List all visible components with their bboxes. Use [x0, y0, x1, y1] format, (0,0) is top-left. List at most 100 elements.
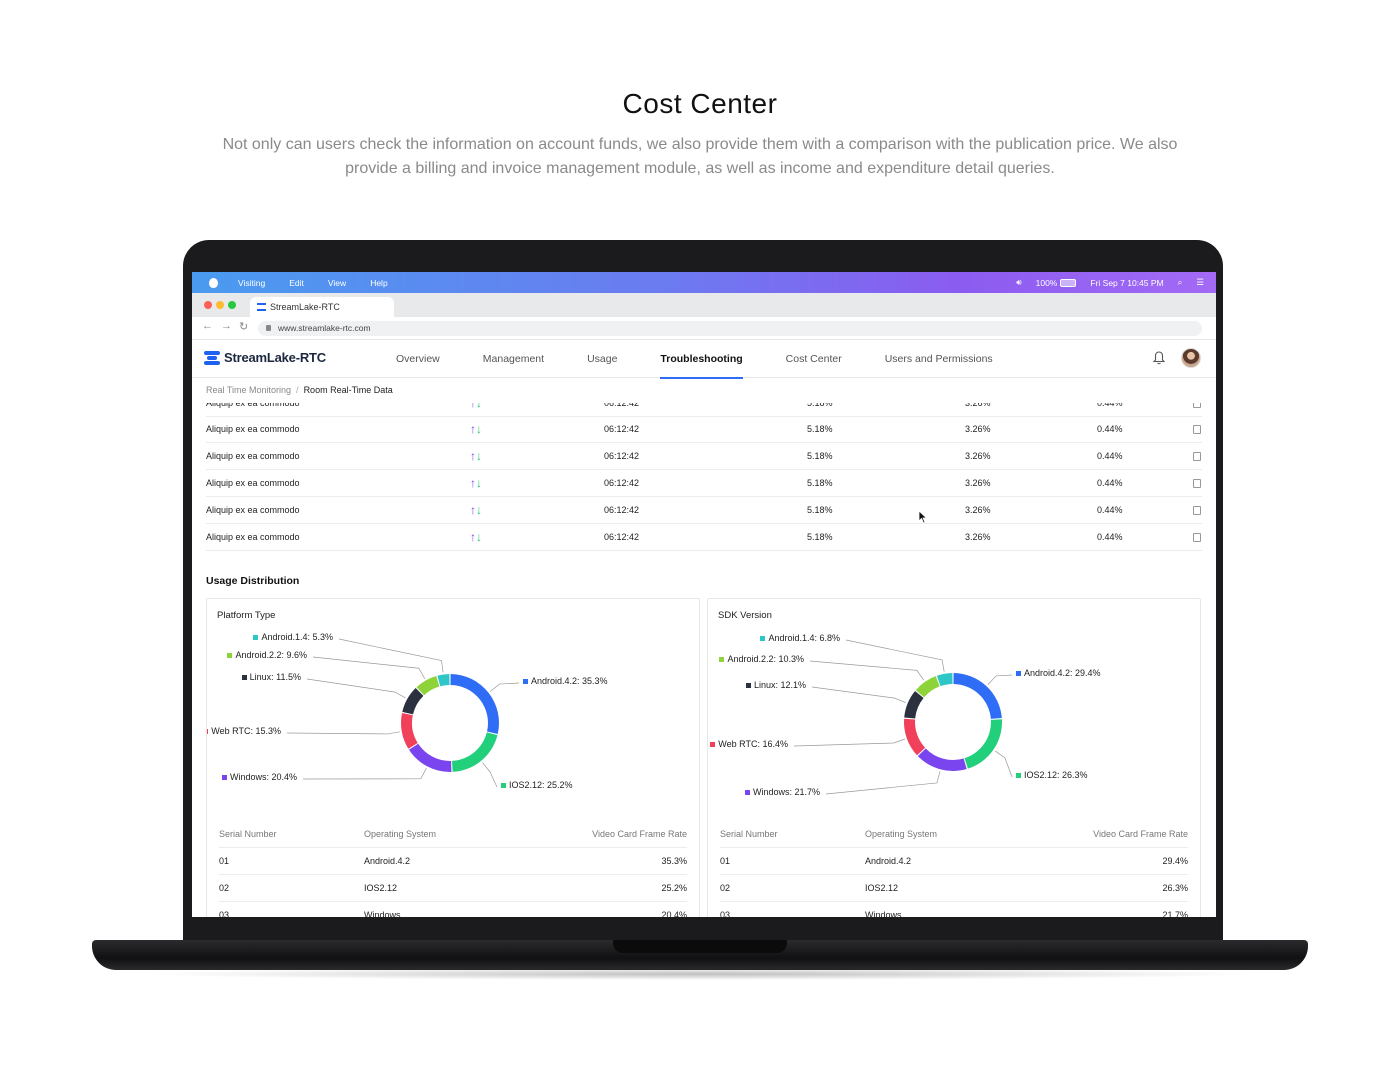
- leader-line: [306, 678, 406, 699]
- hero-description: Not only can users check the information…: [222, 136, 1178, 177]
- table-row[interactable]: 02 IOS2.12 25.2%: [219, 874, 687, 901]
- menu-view[interactable]: View: [327, 277, 347, 288]
- nav-overview[interactable]: Overview: [396, 353, 440, 365]
- pie-slice[interactable]: [917, 748, 967, 771]
- leader-line: [825, 771, 941, 795]
- nav-cost-center[interactable]: Cost Center: [785, 353, 842, 365]
- document-icon[interactable]: [1193, 403, 1201, 408]
- pie-slice[interactable]: [401, 713, 418, 749]
- table-row[interactable]: 03 Windows 20.4%: [219, 901, 687, 917]
- frame-rate: 35.3%: [661, 856, 687, 866]
- document-icon[interactable]: [1193, 479, 1201, 488]
- menubar-datetime[interactable]: Fri Sep 7 10:45 PM: [1090, 277, 1164, 288]
- table-row[interactable]: Aliquip ex ea commodo ↑↓ 06:12:42 5.18% 3.26…: [206, 470, 1202, 497]
- row-value-a: 5.18%: [807, 505, 833, 515]
- table-row[interactable]: 03 Windows 21.7%: [720, 901, 1188, 917]
- apple-icon[interactable]: [209, 277, 218, 288]
- slice-label-text: Linux: 11.5%: [249, 672, 301, 682]
- reload-icon[interactable]: ↻: [239, 321, 249, 333]
- row-time: 06:12:42: [604, 505, 640, 515]
- back-arrow-icon[interactable]: ←: [202, 320, 213, 332]
- column-header[interactable]: Serial Number: [720, 829, 778, 839]
- pie-slice[interactable]: [904, 691, 924, 719]
- row-value-a: 5.18%: [807, 532, 833, 542]
- pie-slice[interactable]: [450, 674, 499, 734]
- pie-slice[interactable]: [915, 676, 940, 698]
- row-value-c: 0.44%: [1097, 532, 1123, 542]
- pie-slice[interactable]: [452, 732, 498, 772]
- forward-arrow-icon[interactable]: →: [221, 320, 232, 332]
- breadcrumb-parent[interactable]: Real Time Monitoring: [206, 385, 292, 395]
- nav-users-permissions[interactable]: Users and Permissions: [884, 353, 993, 365]
- pie-slice[interactable]: [936, 673, 953, 687]
- document-icon[interactable]: [1193, 452, 1201, 461]
- table-row[interactable]: Aliquip ex ea commodo ↑↓ 06:12:42 5.18% 3.26…: [206, 524, 1202, 551]
- legend-swatch-icon: [501, 782, 506, 788]
- table-row[interactable]: Aliquip ex ea commodo ↑↓ 06:12:42 5.18% 3.26…: [206, 403, 1202, 417]
- slice-label-text: Android.1.4: 5.3%: [261, 632, 333, 642]
- leader-line: [994, 750, 1013, 778]
- table-row[interactable]: 02 IOS2.12 26.3%: [720, 874, 1188, 901]
- nav-management[interactable]: Management: [482, 353, 545, 365]
- table-row[interactable]: 01 Android.4.2 29.4%: [720, 847, 1188, 874]
- slice-label-text: Android.2.2: 9.6%: [235, 650, 307, 660]
- url-field[interactable]: www.streamlake-rtc.com: [258, 321, 1202, 336]
- row-name: Aliquip ex ea commodo: [206, 451, 300, 461]
- room-data-table[interactable]: Aliquip ex ea commodo ↑↓ 06:12:42 5.18% 3.26…: [192, 403, 1216, 551]
- spotlight-search-icon[interactable]: ⌕: [1177, 277, 1183, 287]
- menu-visiting[interactable]: Visiting: [238, 277, 266, 288]
- table-row[interactable]: 01 Android.4.2 35.3%: [219, 847, 687, 874]
- column-header[interactable]: Operating System: [364, 829, 437, 839]
- laptop-shadow: [140, 968, 1260, 980]
- volume-icon[interactable]: 🔊︎: [1016, 277, 1022, 287]
- menu-edit[interactable]: Edit: [289, 277, 304, 288]
- row-value-b: 3.26%: [965, 424, 991, 434]
- slice-label: Windows: 20.4%: [221, 772, 297, 782]
- table-row[interactable]: Aliquip ex ea commodo ↑↓ 06:12:42 5.18% 3.26…: [206, 443, 1202, 470]
- app-logo[interactable]: StreamLake-RTC: [204, 350, 326, 365]
- column-header[interactable]: Video Card Frame Rate: [592, 829, 687, 839]
- frame-rate: 29.4%: [1162, 856, 1188, 866]
- pie-slice[interactable]: [964, 719, 1002, 769]
- document-icon[interactable]: [1193, 425, 1201, 434]
- url-text: www.streamlake-rtc.com: [278, 323, 371, 333]
- donut-chart: [286, 638, 520, 788]
- leader-line: [302, 768, 427, 780]
- window-minimize-button[interactable]: [216, 301, 224, 309]
- pie-slice[interactable]: [953, 673, 1002, 719]
- window-zoom-button[interactable]: [228, 301, 236, 309]
- battery-status[interactable]: 100%: [1036, 278, 1077, 288]
- laptop-screen: Visiting Edit View Help 🔊︎ 100% Fri Sep …: [192, 272, 1216, 917]
- pie-slice[interactable]: [437, 674, 450, 687]
- column-header[interactable]: Serial Number: [219, 829, 277, 839]
- pie-slice[interactable]: [402, 688, 424, 715]
- slice-label-text: Windows: 20.4%: [229, 772, 297, 782]
- pie-slice[interactable]: [408, 743, 452, 772]
- row-value-a: 5.18%: [807, 478, 833, 488]
- leader-line: [482, 762, 498, 788]
- pie-slice[interactable]: [904, 718, 926, 756]
- browser-tab[interactable]: StreamLake-RTC: [250, 297, 394, 317]
- nav-usage[interactable]: Usage: [587, 353, 618, 365]
- avatar[interactable]: [1181, 348, 1201, 368]
- pie-slice[interactable]: [416, 675, 440, 696]
- table-row[interactable]: Aliquip ex ea commodo ↑↓ 06:12:42 5.18% 3.26…: [206, 416, 1202, 443]
- document-icon[interactable]: [1193, 533, 1201, 542]
- table-row[interactable]: Aliquip ex ea commodo ↑↓ 06:12:42 5.18% 3.26…: [206, 497, 1202, 524]
- row-time: 06:12:42: [604, 451, 640, 461]
- menu-help[interactable]: Help: [370, 277, 388, 288]
- row-name: Aliquip ex ea commodo: [206, 532, 300, 542]
- slice-label: Android.4.2: 29.4%: [1016, 668, 1101, 678]
- slice-label: Web RTC: 16.4%: [710, 739, 788, 749]
- row-value-a: 5.18%: [807, 451, 833, 461]
- column-header[interactable]: Operating System: [865, 829, 938, 839]
- control-center-icon[interactable]: ☰: [1196, 277, 1204, 287]
- window-close-button[interactable]: [204, 301, 212, 309]
- bell-icon[interactable]: [1153, 351, 1165, 365]
- sdk-version-card: SDK Version Android.4.2: 29.4% IOS2.12: 26…: [707, 598, 1201, 917]
- column-header[interactable]: Video Card Frame Rate: [1093, 829, 1188, 839]
- document-icon[interactable]: [1193, 506, 1201, 515]
- nav-troubleshooting[interactable]: Troubleshooting: [660, 340, 743, 379]
- leader-line: [793, 738, 906, 747]
- row-value-a: 5.18%: [807, 403, 833, 408]
